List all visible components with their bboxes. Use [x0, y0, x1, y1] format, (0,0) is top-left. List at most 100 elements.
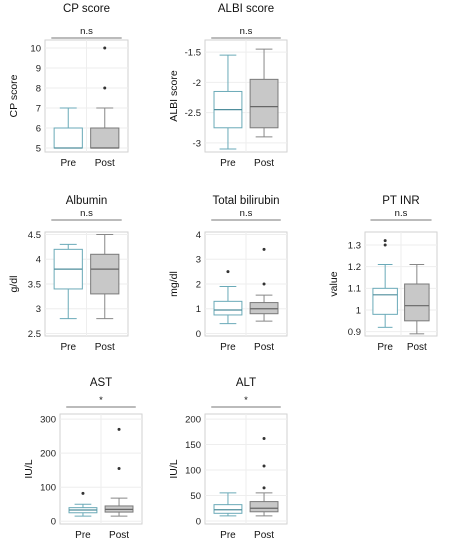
- y-tick-label: 7: [36, 103, 41, 114]
- box-pre: [372, 239, 398, 328]
- y-axis-label: ALBI score: [168, 70, 180, 122]
- y-tick-label: 200: [40, 449, 56, 460]
- box-post: [249, 436, 279, 517]
- category-label: Post: [95, 342, 115, 353]
- category-label: Post: [407, 342, 427, 353]
- box-iqr: [404, 283, 430, 322]
- y-tick-label: 4: [36, 255, 41, 266]
- outlier-point: [117, 427, 121, 431]
- y-tick-label: 9: [36, 63, 41, 74]
- box-iqr: [372, 287, 398, 315]
- y-tick-label: 1: [356, 305, 361, 316]
- box-iqr: [249, 78, 279, 129]
- panel-title: PT INR: [382, 195, 420, 207]
- y-tick-label: 4: [196, 230, 201, 241]
- y-axis-label: mg/dl: [168, 271, 180, 297]
- panel-6: ALT * 0 50 100 150 200 IU/L Pre Post: [168, 377, 288, 541]
- y-tick-label: 100: [40, 483, 56, 494]
- box-pre: [53, 107, 83, 149]
- box-iqr: [213, 504, 243, 514]
- y-tick-label: 4.5: [28, 230, 41, 241]
- box-post: [404, 264, 430, 335]
- significance-label: n.s: [395, 208, 408, 219]
- panel-title: ALT: [236, 377, 256, 389]
- category-label: Post: [254, 530, 274, 541]
- box-pre: [213, 492, 243, 517]
- y-tick-label: 2.5: [28, 329, 41, 340]
- y-tick-label: 200: [185, 414, 201, 425]
- significance-label: n.s: [240, 26, 253, 37]
- category-label: Pre: [220, 342, 236, 353]
- box-iqr: [249, 302, 279, 315]
- y-tick-label: -3: [193, 138, 201, 149]
- category-label: Pre: [75, 530, 91, 541]
- category-label: Post: [254, 158, 274, 169]
- box-post: [249, 48, 279, 138]
- category-label: Pre: [220, 158, 236, 169]
- y-axis-label: CP score: [8, 74, 20, 117]
- y-axis-label: value: [328, 271, 340, 296]
- y-tick-label: 3: [36, 304, 41, 315]
- box-iqr: [90, 127, 120, 149]
- y-tick-label: 50: [190, 491, 201, 502]
- panel-title: ALBI score: [218, 3, 274, 15]
- box-iqr: [53, 127, 83, 149]
- box-post: [104, 427, 134, 517]
- category-label: Post: [95, 158, 115, 169]
- y-tick-label: 1.3: [348, 240, 361, 251]
- y-tick-label: -2: [193, 78, 201, 89]
- y-axis-label: IU/L: [168, 459, 180, 478]
- significance-label: n.s: [80, 26, 93, 37]
- y-axis-label: g/dl: [8, 276, 20, 293]
- category-label: Post: [254, 342, 274, 353]
- y-tick-label: 1: [196, 304, 201, 315]
- y-tick-label: 6: [36, 123, 41, 134]
- outlier-point: [103, 86, 107, 90]
- category-label: Pre: [220, 530, 236, 541]
- y-tick-label: 0: [51, 517, 56, 528]
- category-label: Post: [109, 530, 129, 541]
- y-tick-label: -1.5: [185, 48, 201, 59]
- outlier-point: [262, 282, 266, 286]
- outlier-point: [262, 247, 266, 251]
- category-label: Pre: [377, 342, 393, 353]
- y-tick-label: 150: [185, 440, 201, 451]
- outlier-point: [103, 46, 107, 50]
- significance-label: n.s: [240, 208, 253, 219]
- y-tick-label: 5: [36, 143, 41, 154]
- outlier-point: [262, 464, 266, 468]
- box-pre: [213, 54, 243, 150]
- outlier-point: [383, 243, 387, 247]
- box-iqr: [213, 300, 243, 316]
- outlier-point: [383, 239, 387, 243]
- box-pre: [213, 270, 243, 325]
- outlier-point: [262, 486, 266, 490]
- y-tick-label: 0: [196, 329, 201, 340]
- category-label: Pre: [60, 342, 76, 353]
- significance-label: *: [244, 395, 248, 406]
- y-axis-label: IU/L: [23, 459, 35, 478]
- outlier-point: [81, 491, 85, 495]
- box-pre: [53, 243, 83, 320]
- outlier-point: [117, 466, 121, 470]
- box-post: [249, 247, 279, 322]
- y-tick-label: 0.9: [348, 327, 361, 338]
- panel-5: AST * 0 100 200 300 IU/L Pre Post: [23, 377, 143, 541]
- y-tick-label: 1.2: [348, 262, 361, 273]
- significance-label: n.s: [80, 208, 93, 219]
- y-tick-label: 2: [196, 279, 201, 290]
- panel-1: ALBI score n.s -1.5 -2 -2.5 -3 ALBI score Pre Po…: [168, 3, 288, 169]
- y-tick-label: 8: [36, 83, 41, 94]
- y-tick-label: 3.5: [28, 279, 41, 290]
- significance-label: *: [99, 395, 103, 406]
- y-tick-label: 0: [196, 516, 201, 527]
- panel-title: Albumin: [66, 195, 108, 207]
- panel-0: CP score n.s 5 6 7 8 9 10 CP score Pre Post: [8, 3, 129, 169]
- outlier-point: [262, 436, 266, 440]
- outlier-point: [226, 270, 230, 274]
- box-pre: [68, 491, 98, 517]
